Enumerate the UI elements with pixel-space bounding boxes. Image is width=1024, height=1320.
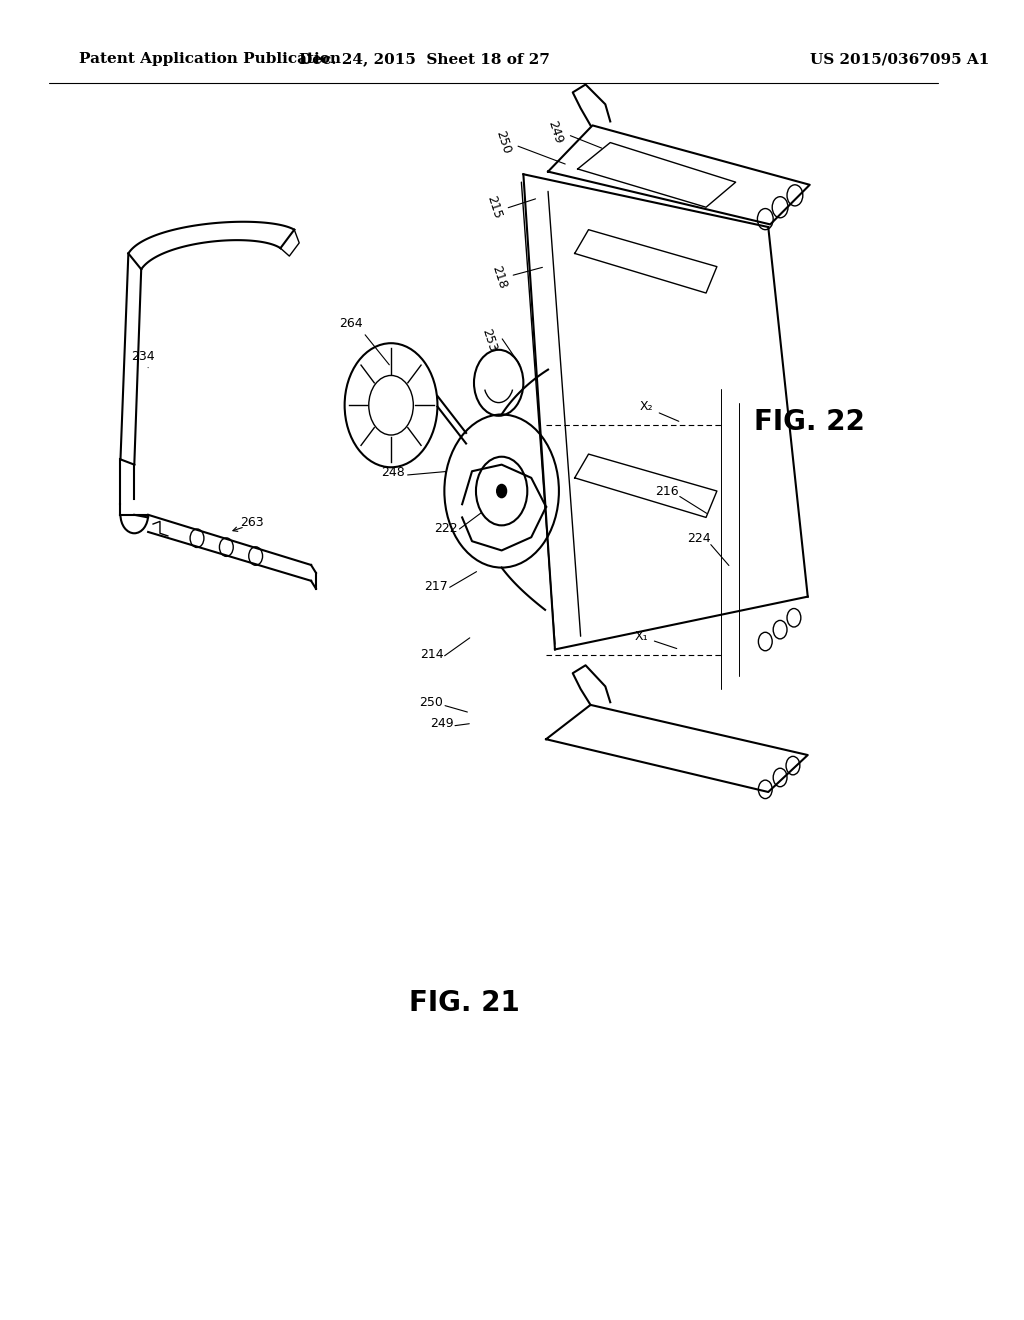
Text: X₁: X₁ bbox=[635, 630, 648, 643]
Text: 222: 222 bbox=[434, 521, 458, 535]
Text: FIG. 21: FIG. 21 bbox=[409, 989, 519, 1018]
Text: 264: 264 bbox=[339, 317, 362, 330]
Text: 234: 234 bbox=[131, 350, 155, 363]
Text: 250: 250 bbox=[420, 696, 443, 709]
Text: FIG. 22: FIG. 22 bbox=[755, 408, 865, 437]
Text: 224: 224 bbox=[687, 532, 711, 545]
Text: Dec. 24, 2015  Sheet 18 of 27: Dec. 24, 2015 Sheet 18 of 27 bbox=[299, 53, 550, 66]
Text: 250: 250 bbox=[494, 129, 513, 156]
Text: 215: 215 bbox=[484, 194, 504, 220]
Text: 249: 249 bbox=[545, 119, 565, 145]
Text: 217: 217 bbox=[425, 579, 449, 593]
Text: 248: 248 bbox=[381, 466, 404, 479]
Text: 249: 249 bbox=[430, 717, 455, 730]
Circle shape bbox=[497, 484, 507, 498]
Text: 263: 263 bbox=[240, 516, 263, 529]
Text: X₂: X₂ bbox=[640, 400, 653, 413]
Text: US 2015/0367095 A1: US 2015/0367095 A1 bbox=[810, 53, 989, 66]
Text: 216: 216 bbox=[654, 484, 678, 498]
Text: Patent Application Publication: Patent Application Publication bbox=[79, 53, 341, 66]
Text: 218: 218 bbox=[488, 264, 509, 290]
Text: 214: 214 bbox=[420, 648, 443, 661]
Text: 253: 253 bbox=[479, 327, 499, 354]
